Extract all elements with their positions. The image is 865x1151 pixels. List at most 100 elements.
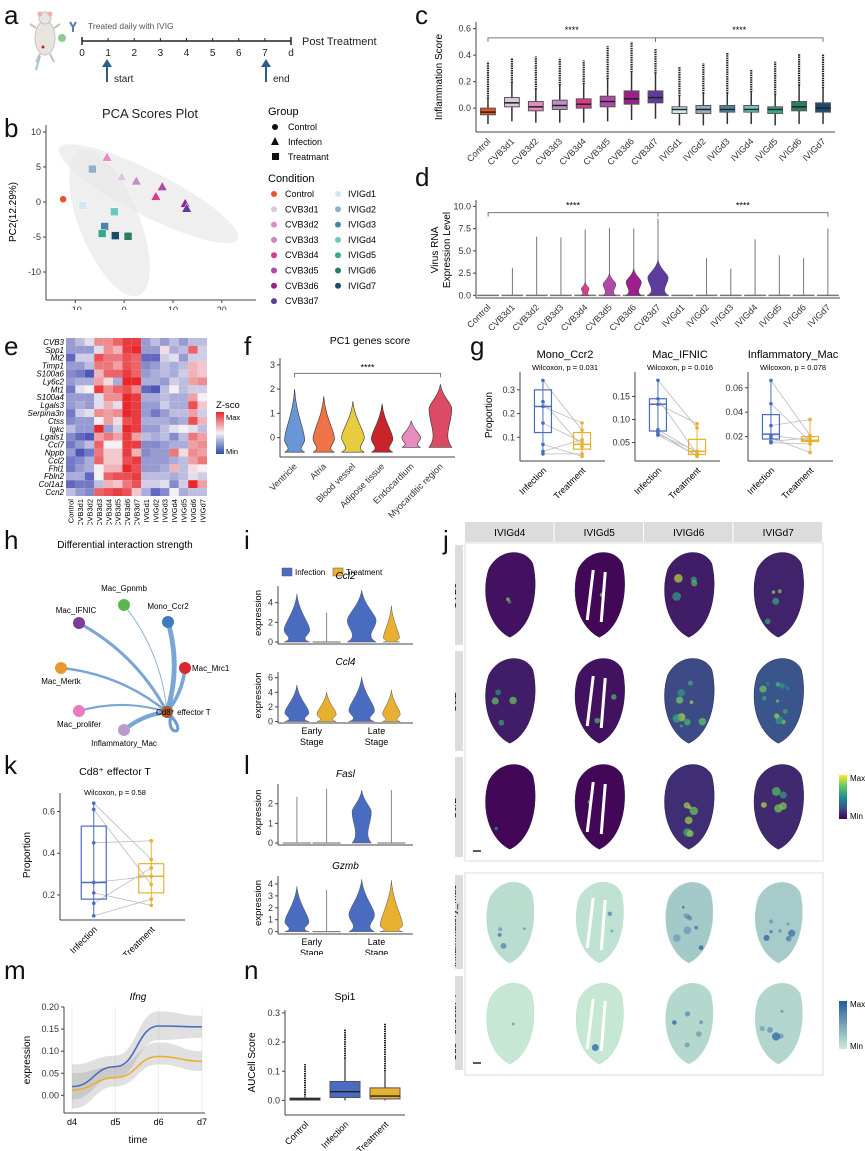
heatmap-cell <box>103 456 113 465</box>
tissue-gap <box>585 998 607 1052</box>
y-axis-tick-label: 0.3 <box>267 1008 280 1018</box>
legend-condition-label: CVB3d7 <box>285 296 319 306</box>
data-point-treatment <box>149 866 154 870</box>
heatmap-cell <box>113 361 123 370</box>
heatmap-cell <box>75 417 85 425</box>
data-point-treatment <box>580 428 584 432</box>
abundance-spot <box>683 913 689 919</box>
heatmap-cell <box>113 385 123 394</box>
box-treatment <box>572 431 592 450</box>
heatmap-cell <box>150 393 160 402</box>
violin-infection <box>283 593 310 643</box>
y-axis-tick-label: 5 <box>36 162 41 172</box>
y-axis-tick-label: 0.05 <box>612 438 630 448</box>
panel-label-b: b <box>4 113 19 143</box>
data-point-treatment <box>149 874 154 878</box>
edge-Mac_Mertk <box>60 666 168 713</box>
expression-spot <box>494 826 498 831</box>
significance-bracket <box>487 37 656 42</box>
heatmap-cell <box>131 361 142 370</box>
legend-min-label: Min <box>850 812 863 821</box>
timeline-day-label: 3 <box>158 48 164 59</box>
chart-title: Ifng <box>130 992 147 1003</box>
x-axis-category-label: Late <box>368 726 386 736</box>
x-axis-tick-label: IVIGd6 <box>777 136 804 163</box>
y-axis-tick-label: 0 <box>270 433 275 443</box>
heatmap-cell <box>66 377 76 386</box>
heatmap-cell <box>94 361 104 370</box>
heatmap-cell <box>66 401 76 410</box>
node-Mac_Mertk <box>55 662 67 674</box>
heatmap-cell <box>197 488 207 496</box>
expression-spot <box>509 696 517 705</box>
heatmap-cell <box>197 369 207 378</box>
x-axis-tick-label: IVIGd1 <box>657 136 684 163</box>
box-treatment <box>138 863 165 894</box>
heatmap-cell <box>178 456 189 465</box>
expression-spot <box>759 685 767 693</box>
heatmap-cell <box>122 385 132 394</box>
heatmap-cell <box>122 417 132 425</box>
heatmap-cell <box>131 353 142 362</box>
heatmap-cell <box>197 353 207 362</box>
y-axis-tick-label: 0.10 <box>612 415 630 425</box>
heatmap-cell <box>113 345 123 354</box>
heatmap-cell <box>103 338 113 346</box>
heatmap-cell <box>141 369 151 378</box>
y-axis-tick-label: 5.0 <box>458 246 471 256</box>
heatmap-cell <box>178 448 189 457</box>
data-point-treatment <box>149 897 154 901</box>
expression-spot <box>762 696 767 701</box>
heatmap-cell <box>94 353 104 362</box>
abundance-spot <box>790 930 796 936</box>
heatmap-cell <box>94 393 104 402</box>
data-point-treatment <box>808 450 812 455</box>
expression-spot <box>672 714 681 723</box>
panel-label-m: m <box>4 955 26 985</box>
y-axis-tick-label: 0.20 <box>41 1002 59 1012</box>
heatmap-cell <box>122 456 132 465</box>
heart-section-Inflammatory_Mac-IVIGd6 <box>665 882 714 964</box>
heatmap-cell <box>113 472 123 481</box>
x-axis-tick-label: d5 <box>110 1117 120 1127</box>
legend-condition-label: IVIGd5 <box>348 250 376 260</box>
y-axis-label: expression <box>253 790 264 836</box>
legend-condition-swatch <box>335 236 341 243</box>
data-point-infection <box>769 401 773 406</box>
heatmap-cell <box>66 440 76 449</box>
heatmap-cell <box>141 401 151 410</box>
heatmap-cell <box>160 361 170 370</box>
legend-swatch-infection <box>281 567 293 577</box>
violin-treatment <box>382 690 401 722</box>
edge-Mono_Ccr2 <box>164 621 177 713</box>
pair-line <box>93 875 152 883</box>
y-axis-tick-label: 0.4 <box>42 848 55 858</box>
abundance-spot <box>759 1025 765 1032</box>
heatmap-cell <box>75 464 85 473</box>
y-axis-tick-label: 0.4 <box>458 50 471 60</box>
x-axis-tick-label: IVIGd7 <box>805 302 832 329</box>
significance-bracket <box>657 212 829 217</box>
abundance-spot <box>772 1032 781 1041</box>
expression-spot <box>691 580 698 587</box>
heatmap-cell <box>113 432 123 441</box>
heatmap-cell <box>141 480 151 489</box>
heatmap-cell <box>84 345 95 354</box>
heatmap-cell <box>150 417 160 425</box>
heart-section-Cd8⁺ effector T-IVIGd4 <box>486 983 535 1065</box>
row-header-bg <box>455 875 463 969</box>
line-Infection <box>71 1025 203 1088</box>
chart-title: PCA Scores Plot <box>102 106 198 121</box>
heatmap-cell <box>131 432 142 441</box>
x-axis-tick-label: Infection <box>68 924 99 955</box>
heatmap-cell <box>84 432 95 441</box>
heatmap-cell <box>178 345 189 354</box>
node-Cd8⁺ effector T <box>161 706 173 718</box>
data-point-treatment <box>695 421 699 426</box>
gene-title: Ccl2 <box>335 571 355 582</box>
data-point-treatment <box>149 903 154 908</box>
heatmap-cell <box>113 440 123 449</box>
heatmap-cell <box>150 385 160 394</box>
violin-CVB3d5 <box>602 273 617 296</box>
subplot-title: Mono_Ccr2 <box>537 349 594 361</box>
